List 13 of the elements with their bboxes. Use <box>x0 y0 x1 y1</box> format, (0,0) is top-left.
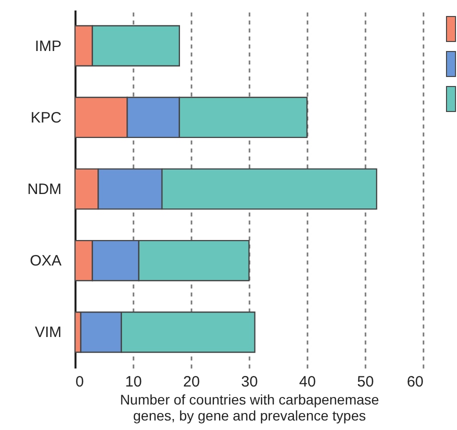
x-tick-label: 20 <box>183 374 200 390</box>
x-tick-label: 50 <box>357 374 374 390</box>
x-tick-label: 0 <box>76 374 84 390</box>
x-tick-label: 40 <box>299 374 316 390</box>
y-tick-label: IMP <box>34 38 62 55</box>
y-tick-label: OXA <box>30 252 62 270</box>
y-tick-label: KPC <box>30 109 62 126</box>
y-tick-label: NDM <box>27 181 62 198</box>
x-tick-label: 30 <box>241 374 258 390</box>
x-tick-label: 60 <box>406 374 424 390</box>
x-axis-title: Number of countries with carbapenemase genes, by gene and prevalence types <box>120 392 380 424</box>
y-tick-label: VIM <box>34 324 62 342</box>
x-tick-label: 10 <box>125 374 142 390</box>
